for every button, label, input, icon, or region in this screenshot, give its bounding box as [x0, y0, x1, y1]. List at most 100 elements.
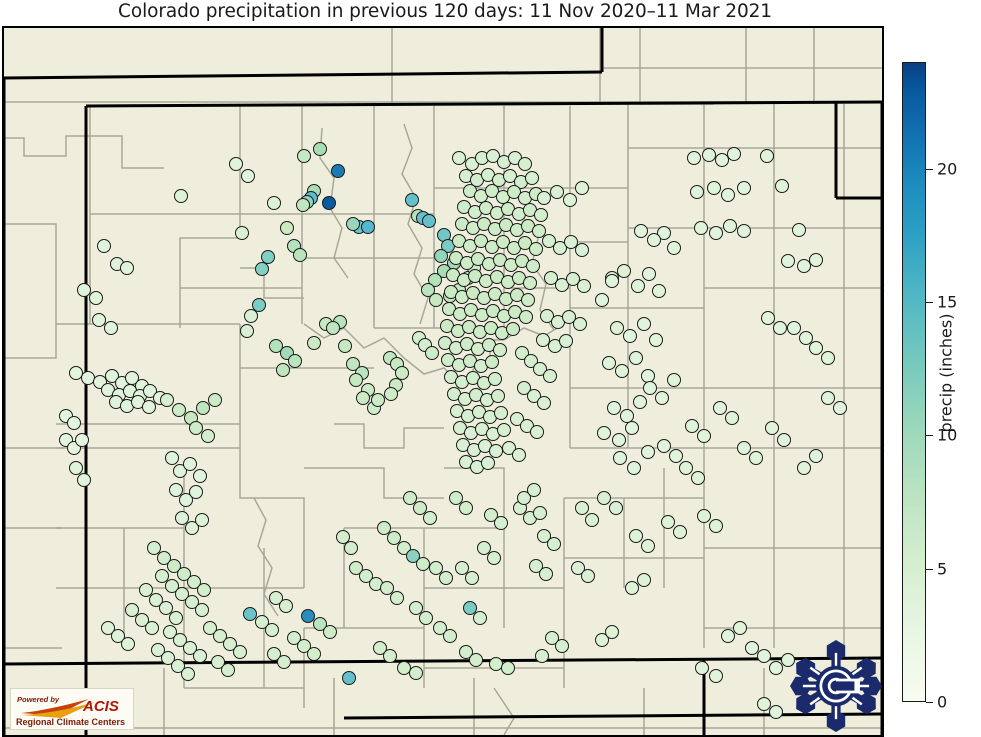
station-marker[interactable] [669, 449, 683, 463]
station-marker[interactable] [721, 629, 735, 643]
station-marker[interactable] [687, 151, 701, 165]
station-marker[interactable] [521, 293, 535, 307]
station-marker[interactable] [781, 653, 795, 667]
station-marker[interactable] [429, 293, 443, 307]
station-marker[interactable] [235, 226, 249, 240]
station-marker[interactable] [775, 179, 789, 193]
station-marker[interactable] [631, 279, 645, 293]
station-marker[interactable] [792, 223, 806, 237]
station-marker[interactable] [338, 339, 352, 353]
station-marker[interactable] [89, 291, 103, 305]
station-marker[interactable] [559, 334, 573, 348]
station-marker[interactable] [525, 171, 539, 185]
station-marker[interactable] [777, 433, 791, 447]
station-marker[interactable] [690, 185, 704, 199]
station-marker[interactable] [139, 583, 153, 597]
station-marker[interactable] [715, 153, 729, 167]
station-marker[interactable] [833, 401, 847, 415]
station-marker[interactable] [501, 661, 515, 675]
station-marker[interactable] [709, 519, 723, 533]
station-marker[interactable] [307, 647, 321, 661]
station-marker[interactable] [175, 511, 189, 525]
station-marker[interactable] [267, 196, 281, 210]
station-marker[interactable] [597, 491, 611, 505]
station-marker[interactable] [534, 208, 548, 222]
station-marker[interactable] [409, 666, 423, 680]
station-marker[interactable] [493, 343, 507, 357]
station-marker[interactable] [423, 511, 437, 525]
station-marker[interactable] [409, 601, 423, 615]
station-marker[interactable] [69, 461, 83, 475]
station-marker[interactable] [543, 369, 557, 383]
station-marker[interactable] [160, 393, 174, 407]
station-marker[interactable] [821, 351, 835, 365]
station-marker[interactable] [497, 423, 511, 437]
station-marker[interactable] [183, 457, 197, 471]
station-marker[interactable] [575, 501, 589, 515]
station-marker[interactable] [533, 506, 547, 520]
station-marker[interactable] [67, 416, 81, 430]
station-marker[interactable] [142, 400, 156, 414]
station-marker[interactable] [757, 697, 771, 711]
station-marker[interactable] [629, 351, 643, 365]
station-marker[interactable] [416, 557, 430, 571]
station-marker[interactable] [196, 401, 210, 415]
station-marker[interactable] [550, 185, 564, 199]
station-marker[interactable] [745, 641, 759, 655]
station-marker[interactable] [723, 219, 737, 233]
station-marker[interactable] [189, 421, 203, 435]
station-marker[interactable] [145, 621, 159, 635]
station-marker[interactable] [694, 221, 708, 235]
station-marker[interactable] [429, 561, 443, 575]
station-marker[interactable] [240, 324, 254, 338]
station-marker[interactable] [695, 661, 709, 675]
station-marker[interactable] [185, 521, 199, 535]
station-marker[interactable] [405, 193, 419, 207]
station-marker[interactable] [155, 569, 169, 583]
station-marker[interactable] [455, 561, 469, 575]
station-marker[interactable] [575, 243, 589, 257]
station-marker[interactable] [633, 395, 647, 409]
station-marker[interactable] [243, 607, 257, 621]
station-marker[interactable] [539, 567, 553, 581]
station-marker[interactable] [403, 491, 417, 505]
station-marker[interactable] [439, 571, 453, 585]
station-marker[interactable] [535, 649, 549, 663]
station-marker[interactable] [641, 539, 655, 553]
station-marker[interactable] [97, 239, 111, 253]
station-marker[interactable] [201, 429, 215, 443]
station-marker[interactable] [477, 541, 491, 555]
station-marker[interactable] [642, 267, 656, 281]
station-marker[interactable] [643, 381, 657, 395]
station-marker[interactable] [629, 529, 643, 543]
station-marker[interactable] [121, 637, 135, 651]
station-marker[interactable] [459, 501, 473, 515]
station-marker[interactable] [463, 601, 477, 615]
station-marker[interactable] [189, 485, 203, 499]
station-marker[interactable] [597, 426, 611, 440]
station-marker[interactable] [707, 181, 721, 195]
station-marker[interactable] [623, 329, 637, 343]
station-marker[interactable] [422, 214, 436, 228]
station-marker[interactable] [377, 521, 391, 535]
station-marker[interactable] [469, 653, 483, 667]
station-marker[interactable] [77, 473, 91, 487]
station-marker[interactable] [255, 262, 269, 276]
station-marker[interactable] [709, 226, 723, 240]
station-marker[interactable] [575, 181, 589, 195]
station-marker[interactable] [727, 147, 741, 161]
station-marker[interactable] [518, 157, 532, 171]
station-marker[interactable] [481, 456, 495, 470]
station-marker[interactable] [709, 669, 723, 683]
station-marker[interactable] [147, 541, 161, 555]
station-marker[interactable] [413, 501, 427, 515]
station-marker[interactable] [371, 393, 385, 407]
station-marker[interactable] [356, 391, 370, 405]
station-marker[interactable] [179, 493, 193, 507]
station-marker[interactable] [537, 191, 551, 205]
station-marker[interactable] [488, 372, 502, 386]
station-marker[interactable] [208, 393, 222, 407]
station-marker[interactable] [757, 649, 771, 663]
station-marker[interactable] [769, 705, 783, 719]
station-marker[interactable] [547, 537, 561, 551]
